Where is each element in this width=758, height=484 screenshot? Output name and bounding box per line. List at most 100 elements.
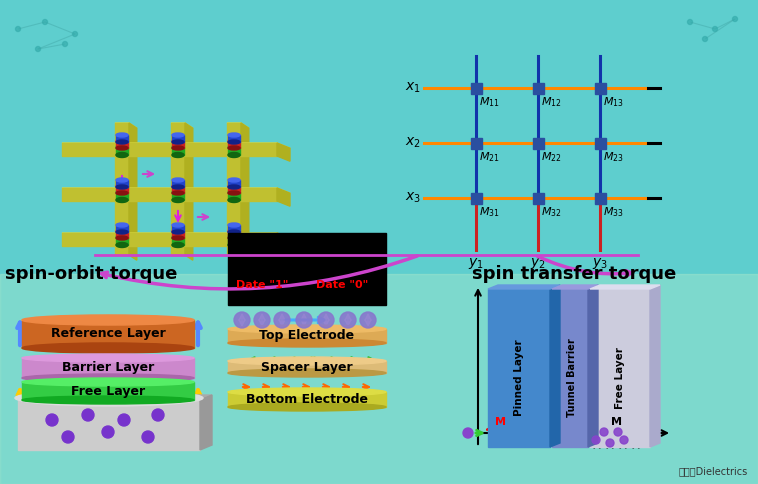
Text: Top Electrode: Top Electrode (259, 330, 355, 343)
Polygon shape (185, 123, 193, 260)
Ellipse shape (172, 191, 184, 195)
Circle shape (42, 19, 48, 25)
Bar (116, 192, 128, 200)
Circle shape (62, 431, 74, 443)
Bar (471, 82, 481, 93)
Circle shape (606, 439, 614, 447)
Polygon shape (650, 285, 660, 447)
Ellipse shape (172, 145, 184, 150)
Bar (172, 141, 184, 148)
Polygon shape (277, 188, 290, 206)
Circle shape (254, 312, 270, 328)
Text: Spacer Layer: Spacer Layer (262, 361, 352, 374)
Polygon shape (552, 285, 598, 289)
Text: Bottom Electrode: Bottom Electrode (246, 393, 368, 406)
Ellipse shape (22, 315, 194, 325)
Ellipse shape (116, 184, 128, 188)
Circle shape (688, 19, 693, 25)
Ellipse shape (116, 145, 128, 150)
Text: Pinned Layer: Pinned Layer (514, 340, 524, 416)
Ellipse shape (172, 197, 184, 202)
Ellipse shape (228, 133, 240, 137)
Text: $y_3$: $y_3$ (592, 256, 608, 271)
Ellipse shape (228, 388, 386, 396)
Text: Date "1": Date "1" (236, 280, 288, 290)
Bar (228, 329, 386, 343)
Polygon shape (590, 285, 660, 289)
Ellipse shape (228, 242, 240, 247)
Polygon shape (171, 123, 193, 128)
Ellipse shape (228, 403, 386, 411)
Ellipse shape (228, 339, 386, 347)
Ellipse shape (228, 184, 240, 188)
Ellipse shape (228, 185, 240, 189)
Bar (471, 137, 481, 149)
Polygon shape (62, 143, 277, 156)
Text: $y_1$: $y_1$ (468, 256, 484, 271)
Ellipse shape (172, 242, 184, 247)
Bar (172, 147, 184, 155)
Bar (590, 289, 650, 447)
Circle shape (152, 409, 164, 421)
Text: $M_{12}$: $M_{12}$ (541, 95, 562, 109)
Circle shape (732, 16, 738, 21)
Ellipse shape (172, 230, 184, 234)
Ellipse shape (228, 140, 240, 144)
Ellipse shape (22, 354, 194, 362)
Circle shape (600, 428, 608, 436)
Bar (228, 180, 240, 187)
Bar (228, 135, 240, 142)
Circle shape (614, 428, 622, 436)
Ellipse shape (116, 185, 128, 189)
Ellipse shape (228, 236, 240, 240)
Ellipse shape (172, 140, 184, 144)
Polygon shape (227, 123, 249, 128)
Text: spin transfer torque: spin transfer torque (472, 265, 676, 283)
Bar (172, 135, 184, 142)
Ellipse shape (116, 223, 128, 227)
Bar (228, 361, 386, 373)
Text: Date "0": Date "0" (316, 280, 368, 290)
Circle shape (142, 431, 154, 443)
Polygon shape (200, 395, 212, 450)
Ellipse shape (116, 140, 128, 144)
Ellipse shape (116, 236, 128, 240)
Polygon shape (241, 123, 249, 260)
Circle shape (118, 414, 130, 426)
Circle shape (62, 42, 67, 46)
Text: 电介质Dielectrics: 电介质Dielectrics (678, 466, 748, 476)
Text: Barrier Layer: Barrier Layer (62, 362, 154, 375)
Bar (116, 186, 128, 193)
Bar (172, 231, 184, 238)
Bar (594, 82, 606, 93)
Polygon shape (62, 188, 290, 193)
Bar (533, 82, 543, 93)
Bar (116, 141, 128, 148)
Ellipse shape (228, 191, 240, 195)
Ellipse shape (22, 374, 194, 382)
Circle shape (620, 436, 628, 444)
Bar (116, 135, 128, 142)
Ellipse shape (172, 146, 184, 150)
Polygon shape (62, 233, 290, 238)
Circle shape (340, 312, 356, 328)
Ellipse shape (228, 235, 240, 240)
Circle shape (46, 414, 58, 426)
Bar (172, 192, 184, 200)
Bar (228, 237, 240, 245)
Ellipse shape (172, 223, 184, 227)
Bar (172, 225, 184, 232)
Circle shape (274, 312, 290, 328)
Text: Reference Layer: Reference Layer (51, 328, 165, 341)
Ellipse shape (172, 190, 184, 195)
Bar (228, 147, 240, 155)
Polygon shape (62, 233, 277, 246)
Ellipse shape (228, 369, 386, 377)
Circle shape (463, 428, 473, 438)
Ellipse shape (172, 178, 184, 182)
Polygon shape (277, 143, 290, 161)
Polygon shape (550, 285, 560, 447)
Ellipse shape (172, 133, 184, 137)
Text: $M_{32}$: $M_{32}$ (541, 205, 562, 219)
Bar (471, 193, 481, 203)
